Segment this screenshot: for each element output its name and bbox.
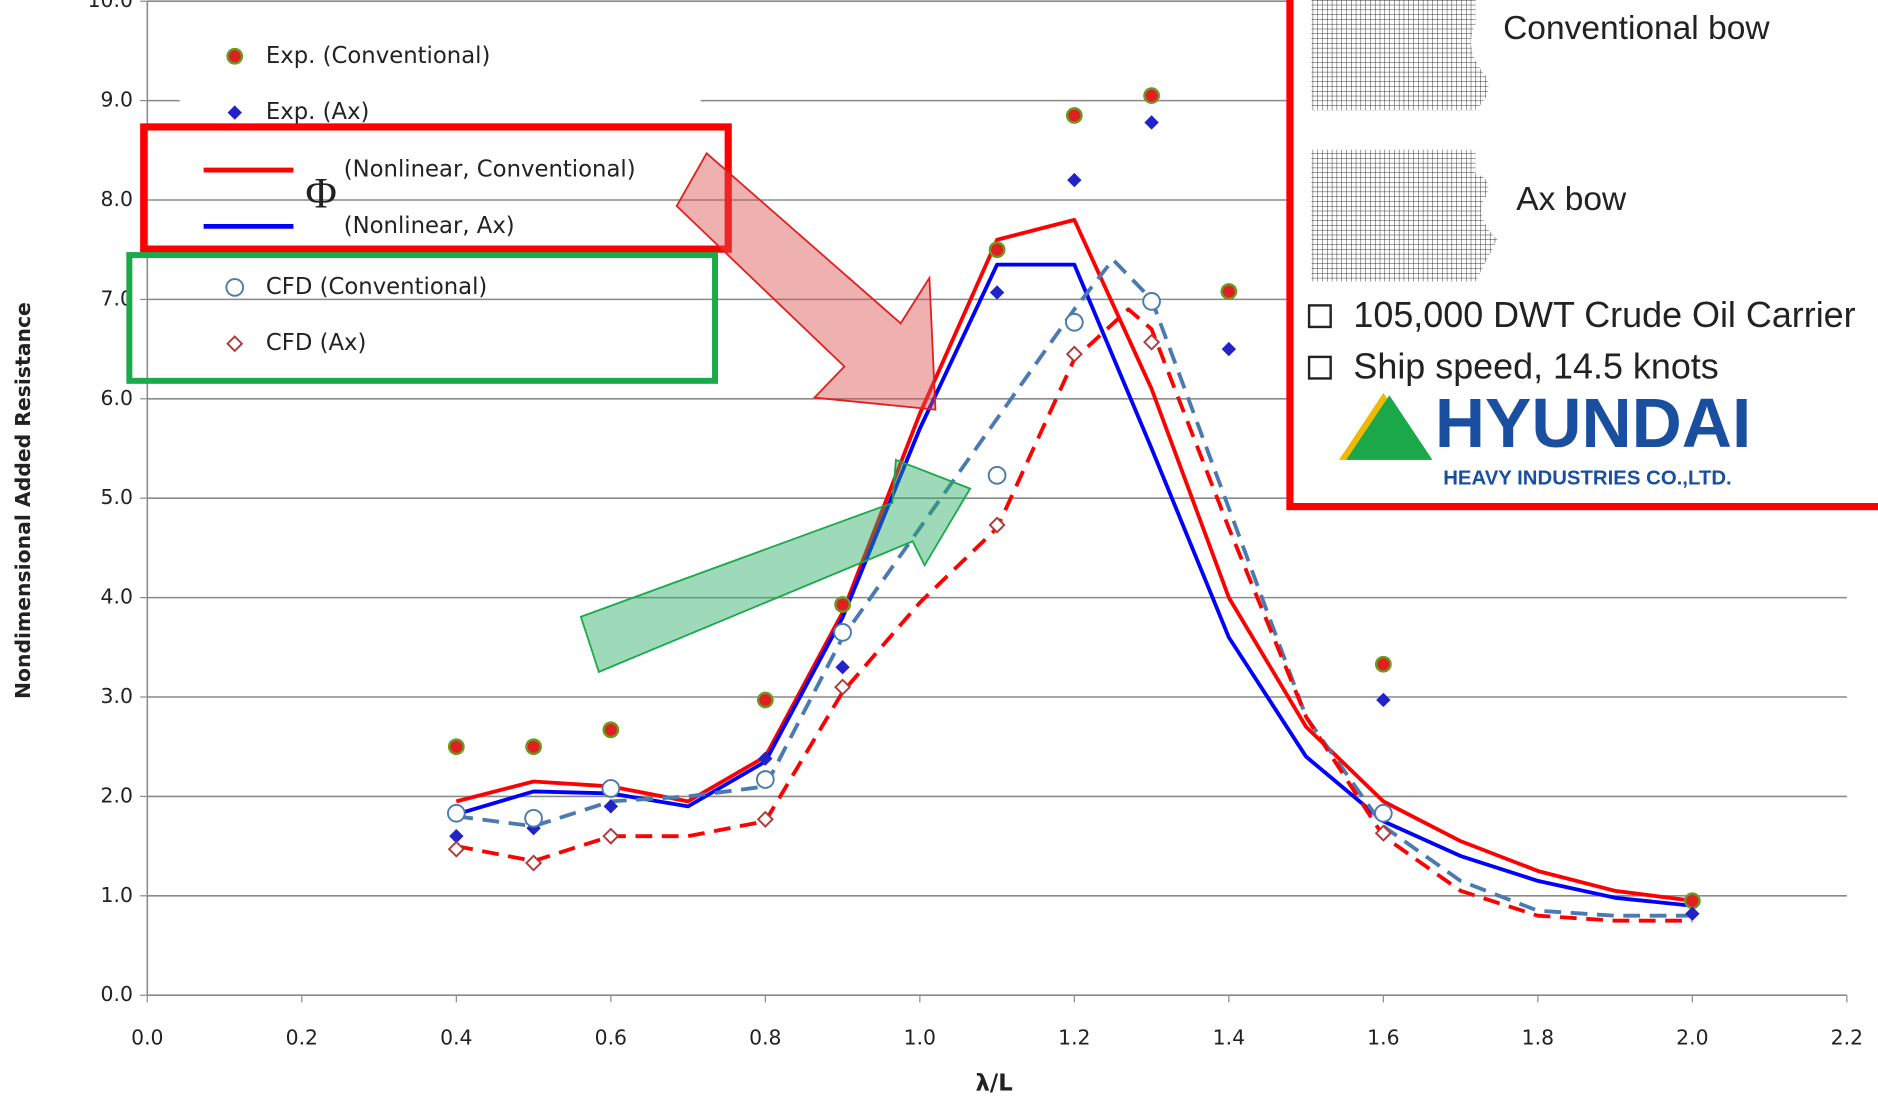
marker [1067, 173, 1081, 187]
marker [525, 810, 542, 827]
marker [1376, 657, 1390, 671]
green-arrow [581, 460, 970, 672]
y-tick-label: 5.0 [101, 485, 133, 509]
x-tick-label: 1.4 [1213, 1025, 1245, 1049]
marker [989, 467, 1006, 484]
marker [835, 660, 849, 674]
x-tick-label: 1.0 [904, 1025, 936, 1049]
y-tick-label: 3.0 [101, 684, 133, 708]
x-tick-label: 0.8 [749, 1025, 781, 1049]
marker [990, 243, 1004, 257]
page: 0.01.02.03.04.05.06.07.08.09.010.00.00.2… [0, 0, 1878, 1103]
marker [1375, 805, 1392, 822]
marker [990, 285, 1004, 299]
marker [758, 693, 772, 707]
chart: 0.01.02.03.04.05.06.07.08.09.010.00.00.2… [0, 0, 1878, 1103]
ax-bow-mesh [1311, 150, 1497, 282]
marker [835, 680, 849, 694]
conventional-bow-mesh [1311, 0, 1488, 110]
y-tick-label: 8.0 [101, 187, 133, 211]
legend-label: CFD (Ax) [266, 330, 367, 356]
marker [1143, 293, 1160, 310]
legend-label: (Nonlinear, Conventional) [344, 157, 636, 183]
marker [1067, 108, 1081, 122]
speed-label: Ship speed, 14.5 knots [1353, 345, 1718, 386]
y-tick-label: 2.0 [101, 783, 133, 807]
marker [1066, 314, 1083, 331]
marker [526, 740, 540, 754]
legend-marker [228, 337, 242, 351]
x-tick-label: 1.2 [1058, 1025, 1090, 1049]
conventional-bow-label: Conventional bow [1503, 10, 1770, 47]
x-tick-label: 1.8 [1522, 1025, 1554, 1049]
marker [449, 842, 463, 856]
ax-bow-label: Ax bow [1516, 181, 1627, 218]
legend-background [180, 26, 701, 127]
marker [1376, 693, 1390, 707]
marker [604, 723, 618, 737]
marker [757, 771, 774, 788]
marker [835, 597, 849, 611]
y-tick-label: 9.0 [101, 88, 133, 112]
marker [602, 780, 619, 797]
marker [1144, 88, 1158, 102]
logo-text: HYUNDAI [1435, 384, 1751, 462]
marker [449, 740, 463, 754]
marker [1144, 115, 1158, 129]
x-tick-label: 0.0 [131, 1025, 163, 1049]
legend-marker [226, 279, 243, 296]
x-tick-label: 0.4 [440, 1025, 472, 1049]
marker [1222, 284, 1236, 298]
legend-label: (Nonlinear, Ax) [344, 213, 515, 239]
x-tick-label: 0.6 [595, 1025, 627, 1049]
y-tick-label: 10.0 [88, 0, 133, 12]
marker [1685, 894, 1699, 908]
logo-subtext: HEAVY INDUSTRIES CO.,LTD. [1443, 467, 1731, 489]
y-tick-label: 1.0 [101, 883, 133, 907]
legend-label: Exp. (Ax) [266, 99, 370, 125]
ship-label: 105,000 DWT Crude Oil Carrier [1353, 294, 1855, 335]
legend-label: Exp. (Conventional) [266, 43, 490, 69]
legend-marker [228, 49, 242, 63]
marker [1222, 342, 1236, 356]
x-tick-label: 2.0 [1676, 1025, 1708, 1049]
x-tick-label: 0.2 [286, 1025, 318, 1049]
inset: Conventional bow Ax bow 105,000 DWT Crud… [1290, 0, 1878, 507]
marker [604, 829, 618, 843]
phi-symbol: Φ [305, 170, 337, 217]
x-tick-label: 1.6 [1367, 1025, 1399, 1049]
marker [834, 624, 851, 641]
y-axis-label: Nondimensional Added Resistance [11, 302, 35, 699]
x-tick-label: 2.2 [1831, 1025, 1863, 1049]
marker [1067, 347, 1081, 361]
y-tick-label: 4.0 [101, 585, 133, 609]
marker [448, 805, 465, 822]
legend-label: CFD (Conventional) [266, 274, 487, 300]
marker [1685, 907, 1699, 921]
y-tick-label: 0.0 [101, 982, 133, 1006]
y-tick-label: 6.0 [101, 386, 133, 410]
x-axis-label: λ/L [975, 1070, 1012, 1096]
